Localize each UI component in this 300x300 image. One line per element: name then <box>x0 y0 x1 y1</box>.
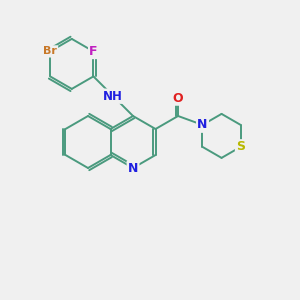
Text: O: O <box>173 92 183 104</box>
Text: NH: NH <box>103 90 123 103</box>
Text: N: N <box>197 118 208 131</box>
Text: Br: Br <box>43 46 57 56</box>
Text: N: N <box>128 161 138 175</box>
Text: F: F <box>89 45 98 58</box>
Text: N: N <box>197 118 208 131</box>
Text: S: S <box>236 140 245 153</box>
